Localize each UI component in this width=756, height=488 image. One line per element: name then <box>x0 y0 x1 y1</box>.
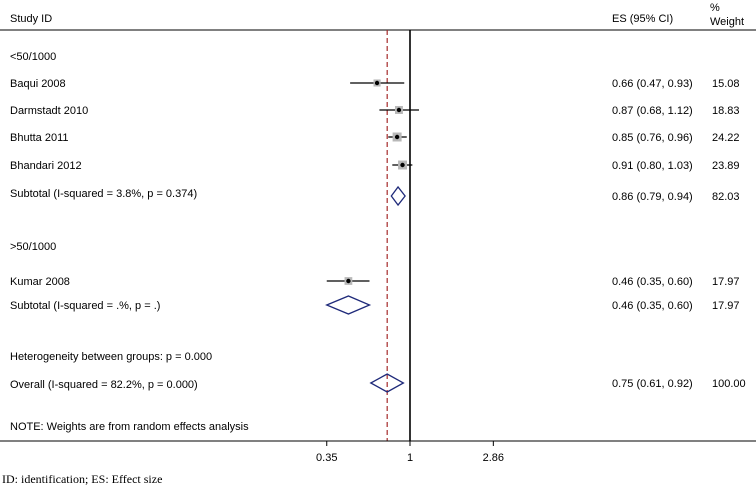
forest-rows: Baqui 2008 0.66 (0.47, 0.93) 15.08 Darmstad… <box>10 78 746 393</box>
footnote: ID: identification; ES: Effect size <box>2 472 162 486</box>
heterogeneity-label: Heterogeneity between groups: p = 0.000 <box>10 351 212 363</box>
header-weight: Weight <box>710 16 744 28</box>
overall-label: Overall (I-squared = 82.2%, p = 0.000) <box>10 379 198 391</box>
es-ci-value: 0.91 (0.80, 1.03) <box>612 160 693 172</box>
reference-lines <box>386 30 411 441</box>
weight-value: 17.97 <box>712 300 740 312</box>
subtotal-label-low: Subtotal (I-squared = 3.8%, p = 0.374) <box>10 188 197 200</box>
header-study-id: Study ID <box>10 13 52 25</box>
point-estimate <box>396 107 402 113</box>
point-estimate <box>394 134 400 140</box>
axis-tick-label: 0.35 <box>316 452 337 464</box>
weight-value: 82.03 <box>712 191 740 203</box>
es-ci-value: 0.46 (0.35, 0.60) <box>612 276 693 288</box>
weight-value: 18.83 <box>712 105 740 117</box>
axis-tick-label: 2.86 <box>483 452 504 464</box>
group-header-low: <50/1000 <box>10 51 56 63</box>
weight-value: 15.08 <box>712 78 740 90</box>
header-weight-percent: % <box>710 2 720 14</box>
x-axis: 0.35 1 2.86 <box>0 440 756 464</box>
study-label: Kumar 2008 <box>10 276 70 288</box>
group-header-high: >50/1000 <box>10 241 56 253</box>
es-ci-value: 0.86 (0.79, 0.94) <box>612 191 693 203</box>
subtotal-label-high: Subtotal (I-squared = .%, p = .) <box>10 300 160 312</box>
study-label: Bhutta 2011 <box>10 132 69 144</box>
study-label: Darmstadt 2010 <box>10 105 88 117</box>
es-ci-value: 0.87 (0.68, 1.12) <box>612 105 693 117</box>
axis-tick-label: 1 <box>407 452 413 464</box>
es-ci-value: 0.46 (0.35, 0.60) <box>612 300 693 312</box>
subtotal-diamond <box>325 295 372 315</box>
es-ci-value: 0.66 (0.47, 0.93) <box>612 78 693 90</box>
weight-value: 17.97 <box>712 276 740 288</box>
study-label: Bhandari 2012 <box>10 160 82 172</box>
weight-value: 23.89 <box>712 160 740 172</box>
point-estimate <box>346 278 351 284</box>
subtotal-diamond <box>390 185 406 207</box>
weight-value: 100.00 <box>712 378 746 390</box>
weight-value: 24.22 <box>712 132 740 144</box>
point-estimate <box>374 80 380 86</box>
note-text: NOTE: Weights are from random effects an… <box>10 421 249 433</box>
es-ci-value: 0.75 (0.61, 0.92) <box>612 378 693 390</box>
header-es-ci: ES (95% CI) <box>612 13 673 25</box>
point-estimate <box>400 162 405 168</box>
overall-diamond <box>369 373 405 393</box>
study-label: Baqui 2008 <box>10 78 66 90</box>
es-ci-value: 0.85 (0.76, 0.96) <box>612 132 693 144</box>
